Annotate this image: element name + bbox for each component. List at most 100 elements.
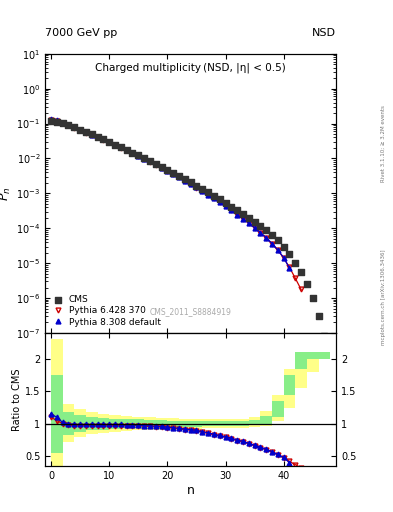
CMS — [252, 218, 258, 226]
Pythia 6.428 370 — [147, 159, 152, 165]
Pythia 6.428 370 — [299, 286, 303, 292]
CMS — [88, 130, 95, 138]
Pythia 8.308 default — [159, 164, 164, 170]
Pythia 8.308 default — [176, 174, 181, 180]
CMS — [281, 242, 287, 250]
Pythia 6.428 370 — [182, 178, 187, 184]
X-axis label: n: n — [187, 483, 195, 497]
CMS — [48, 117, 54, 125]
Pythia 8.308 default — [252, 225, 257, 231]
Pythia 6.428 370 — [78, 127, 83, 133]
Pythia 6.428 370 — [223, 203, 228, 209]
Pythia 8.308 default — [72, 124, 77, 131]
Pythia 8.308 default — [287, 265, 292, 271]
CMS — [123, 146, 130, 154]
Pythia 6.428 370 — [206, 191, 210, 198]
Pythia 8.308 default — [147, 158, 152, 164]
Text: mcplots.cern.ch [arXiv:1306.3436]: mcplots.cern.ch [arXiv:1306.3436] — [381, 249, 386, 345]
CMS — [321, 332, 327, 340]
CMS — [263, 226, 269, 234]
CMS — [118, 143, 124, 152]
Pythia 8.308 default — [281, 254, 286, 261]
Pythia 6.428 370 — [293, 275, 298, 281]
CMS — [217, 195, 223, 203]
Pythia 8.308 default — [171, 171, 176, 177]
Pythia 6.428 370 — [153, 162, 158, 168]
Pythia 8.308 default — [270, 241, 274, 247]
Pythia 8.308 default — [95, 134, 100, 140]
Pythia 8.308 default — [229, 207, 234, 214]
Pythia 6.428 370 — [217, 199, 222, 205]
Pythia 8.308 default — [130, 150, 135, 156]
Pythia 8.308 default — [107, 139, 112, 145]
Pythia 6.428 370 — [159, 165, 164, 171]
Pythia 6.428 370 — [107, 139, 112, 145]
Pythia 8.308 default — [275, 247, 280, 253]
Pythia 6.428 370 — [246, 220, 251, 226]
Legend: CMS, Pythia 6.428 370, Pythia 8.308 default: CMS, Pythia 6.428 370, Pythia 8.308 defa… — [50, 293, 162, 329]
CMS — [164, 166, 171, 174]
CMS — [65, 121, 72, 129]
CMS — [240, 210, 246, 218]
CMS — [222, 199, 229, 207]
CMS — [316, 312, 322, 321]
Pythia 6.428 370 — [165, 168, 170, 174]
Pythia 6.428 370 — [264, 235, 268, 241]
CMS — [246, 214, 252, 222]
Pythia 6.428 370 — [194, 184, 199, 190]
Line: Pythia 6.428 370: Pythia 6.428 370 — [49, 118, 303, 292]
Pythia 6.428 370 — [84, 130, 88, 136]
Pythia 8.308 default — [136, 153, 141, 159]
Text: 7000 GeV pp: 7000 GeV pp — [45, 28, 118, 38]
Pythia 8.308 default — [241, 216, 245, 222]
Pythia 8.308 default — [55, 117, 59, 123]
Pythia 8.308 default — [206, 191, 210, 198]
Pythia 8.308 default — [235, 211, 239, 218]
Pythia 6.428 370 — [118, 144, 123, 151]
CMS — [100, 135, 107, 143]
Pythia 8.308 default — [101, 136, 106, 142]
Pythia 8.308 default — [182, 178, 187, 184]
CMS — [228, 202, 235, 210]
Pythia 8.308 default — [188, 181, 193, 187]
Text: Rivet 3.1.10; ≥ 3.2M events: Rivet 3.1.10; ≥ 3.2M events — [381, 105, 386, 182]
CMS — [112, 140, 118, 148]
Pythia 6.428 370 — [49, 117, 53, 123]
CMS — [158, 163, 165, 171]
Pythia 6.428 370 — [287, 264, 292, 270]
Pythia 8.308 default — [89, 132, 94, 138]
Text: NSD: NSD — [312, 28, 336, 38]
Pythia 8.308 default — [223, 203, 228, 209]
CMS — [77, 125, 83, 134]
Pythia 6.428 370 — [252, 225, 257, 231]
Pythia 6.428 370 — [176, 175, 181, 181]
Pythia 6.428 370 — [200, 188, 205, 194]
Pythia 6.428 370 — [211, 196, 216, 202]
CMS — [310, 294, 316, 302]
Pythia 6.428 370 — [95, 134, 100, 140]
Pythia 6.428 370 — [258, 230, 263, 236]
Pythia 6.428 370 — [124, 147, 129, 154]
Pythia 8.308 default — [66, 122, 71, 128]
CMS — [257, 222, 264, 230]
Text: Charged multiplicity (NSD, |η| < 0.5): Charged multiplicity (NSD, |η| < 0.5) — [95, 62, 286, 73]
Pythia 6.428 370 — [270, 241, 274, 247]
CMS — [83, 128, 89, 136]
Pythia 8.308 default — [142, 156, 147, 162]
Pythia 8.308 default — [258, 229, 263, 236]
Pythia 8.308 default — [165, 167, 170, 174]
Pythia 6.428 370 — [275, 247, 280, 253]
CMS — [106, 138, 112, 146]
Pythia 6.428 370 — [229, 207, 234, 214]
CMS — [182, 176, 188, 184]
CMS — [71, 123, 77, 131]
CMS — [129, 148, 136, 157]
CMS — [54, 118, 60, 126]
Pythia 6.428 370 — [241, 216, 245, 222]
CMS — [187, 178, 194, 186]
Pythia 8.308 default — [194, 184, 199, 190]
Text: CMS_2011_S8884919: CMS_2011_S8884919 — [150, 307, 231, 316]
Pythia 6.428 370 — [66, 122, 71, 129]
CMS — [199, 185, 206, 193]
Pythia 6.428 370 — [235, 211, 239, 218]
